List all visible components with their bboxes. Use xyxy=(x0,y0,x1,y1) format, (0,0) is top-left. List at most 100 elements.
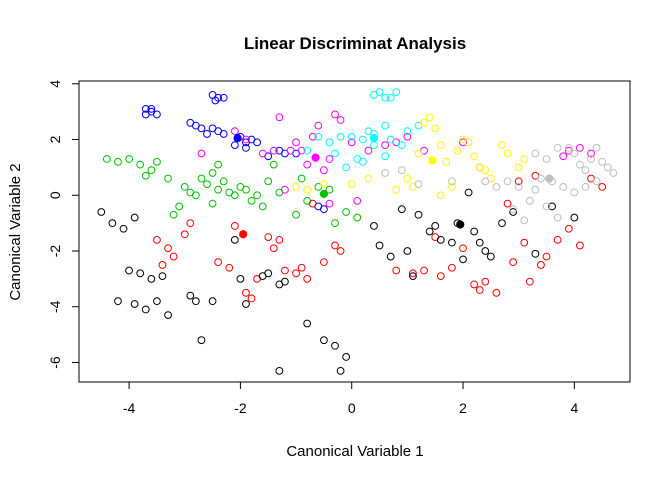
scatter-point xyxy=(214,160,223,169)
scatter-point xyxy=(281,266,289,275)
scatter-point xyxy=(269,146,278,155)
scatter-point xyxy=(147,166,156,175)
scatter-point xyxy=(520,238,529,247)
scatter-point xyxy=(292,210,300,219)
scatter-point xyxy=(186,188,195,197)
scatter-point xyxy=(603,163,612,172)
scatter-point xyxy=(392,185,401,194)
scatter-point xyxy=(481,277,490,286)
scatter-point xyxy=(275,235,284,244)
y-axis: -6 -4 -2 0 2 4 xyxy=(47,80,80,369)
scatter-point xyxy=(153,157,161,166)
scatter-point xyxy=(576,143,584,152)
scatter-point xyxy=(520,216,529,225)
scatter-point xyxy=(520,155,529,163)
scatter-point xyxy=(370,222,378,230)
scatter-point xyxy=(264,177,273,186)
scatter-point xyxy=(436,235,445,244)
scatter-point xyxy=(319,205,328,214)
scatter-point xyxy=(498,219,506,228)
scatter-point xyxy=(447,238,456,247)
scatter-point xyxy=(314,121,323,130)
scatter-point xyxy=(219,130,228,138)
scatter-point xyxy=(342,163,351,172)
scatter-point xyxy=(570,213,579,222)
scatter-point xyxy=(247,196,256,205)
scatter-point xyxy=(464,138,473,147)
scatter-point xyxy=(364,146,373,155)
scatter-point xyxy=(242,300,250,308)
centroid-point xyxy=(319,189,328,198)
scatter-point xyxy=(447,183,456,191)
scatter-point xyxy=(153,297,161,306)
scatter-point xyxy=(375,88,384,97)
scatter-point xyxy=(258,149,267,158)
scatter-point xyxy=(342,353,351,361)
scatter-point xyxy=(414,149,423,158)
scatter-point xyxy=(269,160,278,169)
y-tick-label: -4 xyxy=(47,300,63,313)
scatter-point xyxy=(386,135,395,144)
scatter-point xyxy=(136,160,145,169)
scatter-point xyxy=(164,311,172,320)
scatter-point xyxy=(203,180,211,189)
scatter-point xyxy=(481,166,490,175)
scatter-point xyxy=(242,143,250,152)
scatter-point xyxy=(358,135,367,144)
scatter-point xyxy=(525,277,534,286)
scatter-point xyxy=(347,138,356,147)
centroid-point xyxy=(545,174,554,183)
scatter-point xyxy=(153,110,161,119)
scatter-point xyxy=(381,121,390,130)
scatter-point xyxy=(392,88,401,97)
scatter-point xyxy=(409,269,417,278)
scatter-point xyxy=(191,297,200,306)
scatter-point xyxy=(253,191,262,200)
y-tick-label: -6 xyxy=(47,356,63,369)
x-tick-label: -4 xyxy=(123,400,136,416)
scatter-point xyxy=(230,127,239,136)
scatter-point xyxy=(592,143,601,152)
scatter-point xyxy=(559,183,568,191)
scatter-point xyxy=(108,219,117,228)
x-axis: -4 -2 0 2 4 xyxy=(123,381,578,416)
scatter-point xyxy=(219,177,228,186)
scatter-point xyxy=(197,174,206,183)
scatter-point xyxy=(147,274,156,283)
scatter-point xyxy=(303,274,312,283)
scatter-point xyxy=(503,177,512,186)
scatter-point xyxy=(370,141,378,150)
scatter-point xyxy=(525,196,534,205)
scatter-point xyxy=(531,249,540,258)
scatter-point xyxy=(397,205,406,214)
scatter-point xyxy=(503,199,512,208)
scatter-point xyxy=(397,141,406,150)
scatter-point xyxy=(336,132,345,141)
scatter-point xyxy=(186,219,195,228)
scatter-point xyxy=(459,244,467,253)
scatter-point xyxy=(498,141,506,150)
scatter-point xyxy=(414,210,423,219)
y-tick-label: 2 xyxy=(47,135,63,143)
scatter-point xyxy=(292,183,300,191)
scatter-point xyxy=(314,132,323,141)
scatter-point xyxy=(414,180,423,189)
scatter-point xyxy=(97,208,106,216)
scatter-point xyxy=(325,138,334,147)
scatter-point xyxy=(130,213,139,222)
scatter-point xyxy=(553,213,562,222)
scatter-point xyxy=(587,149,595,158)
scatter-point xyxy=(403,247,412,255)
scatter-point xyxy=(409,272,417,280)
scatter-point xyxy=(431,222,440,230)
x-axis-label: Canonical Variable 1 xyxy=(286,443,423,460)
y-tick-label: -2 xyxy=(47,245,63,258)
scatter-point xyxy=(470,152,479,161)
scatter-point xyxy=(486,252,495,261)
scatter-point xyxy=(514,183,523,191)
scatter-point xyxy=(353,213,362,222)
scatter-point xyxy=(158,261,167,269)
scatter-point xyxy=(180,230,189,239)
scatter-point xyxy=(125,266,133,275)
